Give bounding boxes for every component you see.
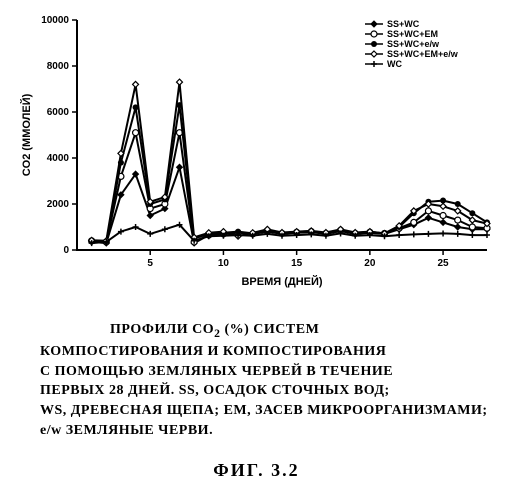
svg-text:25: 25 <box>438 258 450 269</box>
svg-text:WC: WC <box>387 59 402 69</box>
svg-text:SS+WC+EM: SS+WC+EM <box>387 29 438 39</box>
caption-line-1: ПРОФИЛИ CO2 (%) СИСТЕМ <box>40 320 490 342</box>
svg-text:4000: 4000 <box>47 153 70 164</box>
svg-text:SS+WC+EM+e/w: SS+WC+EM+e/w <box>387 49 459 59</box>
svg-text:20: 20 <box>364 258 376 269</box>
svg-text:SS+WC: SS+WC <box>387 19 420 29</box>
svg-text:2000: 2000 <box>47 199 70 210</box>
caption-l1b: (%) СИСТЕМ <box>220 322 319 337</box>
svg-text:15: 15 <box>291 258 303 269</box>
caption-line-5: WS, ДРЕВЕСНАЯ ЩЕПА; EM, ЗАСЕВ МИКРООРГАН… <box>40 401 490 421</box>
svg-text:8000: 8000 <box>47 61 70 72</box>
svg-text:10: 10 <box>218 258 230 269</box>
chart-svg: 0 2000 4000 6000 8000 10000 5 10 15 20 25 ВРЕМЯ (ДН… <box>15 10 500 295</box>
svg-text:6000: 6000 <box>47 107 70 118</box>
co2-chart: 0 2000 4000 6000 8000 10000 5 10 15 20 25 ВРЕМЯ (ДН… <box>15 10 500 295</box>
caption-line-3: С ПОМОЩЬЮ ЗЕМЛЯНЫХ ЧЕРВЕЙ В ТЕЧЕНИЕ <box>40 362 490 382</box>
svg-text:ВРЕМЯ (ДНЕЙ): ВРЕМЯ (ДНЕЙ) <box>241 275 322 288</box>
svg-text:CO2 (ММОЛЕЙ): CO2 (ММОЛЕЙ) <box>20 93 33 176</box>
svg-text:10000: 10000 <box>41 15 69 26</box>
caption-l1a: ПРОФИЛИ CO <box>110 322 214 337</box>
svg-text:5: 5 <box>147 258 153 269</box>
caption-line-6: e/w ЗЕМЛЯНЫЕ ЧЕРВИ. <box>40 421 490 441</box>
caption-line-4: ПЕРВЫХ 28 ДНЕЙ. SS, ОСАДОК СТОЧНЫХ ВОД; <box>40 381 490 401</box>
svg-text:SS+WC+e/w: SS+WC+e/w <box>387 39 440 49</box>
figure-number: ФИГ. 3.2 <box>0 460 513 481</box>
caption-line-2: КОМПОСТИРОВАНИЯ И КОМПОСТИРОВАНИЯ <box>40 342 490 362</box>
figure-caption: ПРОФИЛИ CO2 (%) СИСТЕМ КОМПОСТИРОВАНИЯ И… <box>40 320 490 440</box>
svg-text:0: 0 <box>63 245 69 256</box>
